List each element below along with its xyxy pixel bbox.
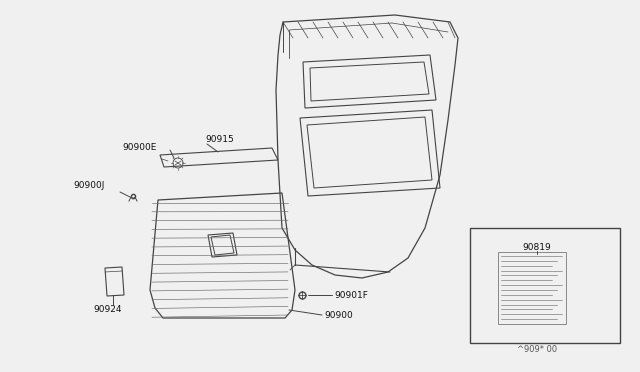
Text: 90915: 90915 (205, 135, 234, 144)
Text: 90900J: 90900J (73, 182, 104, 190)
Text: 90900E: 90900E (122, 144, 156, 153)
Text: 90901F: 90901F (334, 291, 368, 299)
Text: ^909* 00: ^909* 00 (517, 346, 557, 355)
Bar (470, 228, 620, 343)
Bar (498, 252, 566, 324)
Text: 90924: 90924 (93, 305, 122, 314)
Text: 90819: 90819 (523, 244, 552, 253)
Text: 90900: 90900 (324, 311, 353, 321)
